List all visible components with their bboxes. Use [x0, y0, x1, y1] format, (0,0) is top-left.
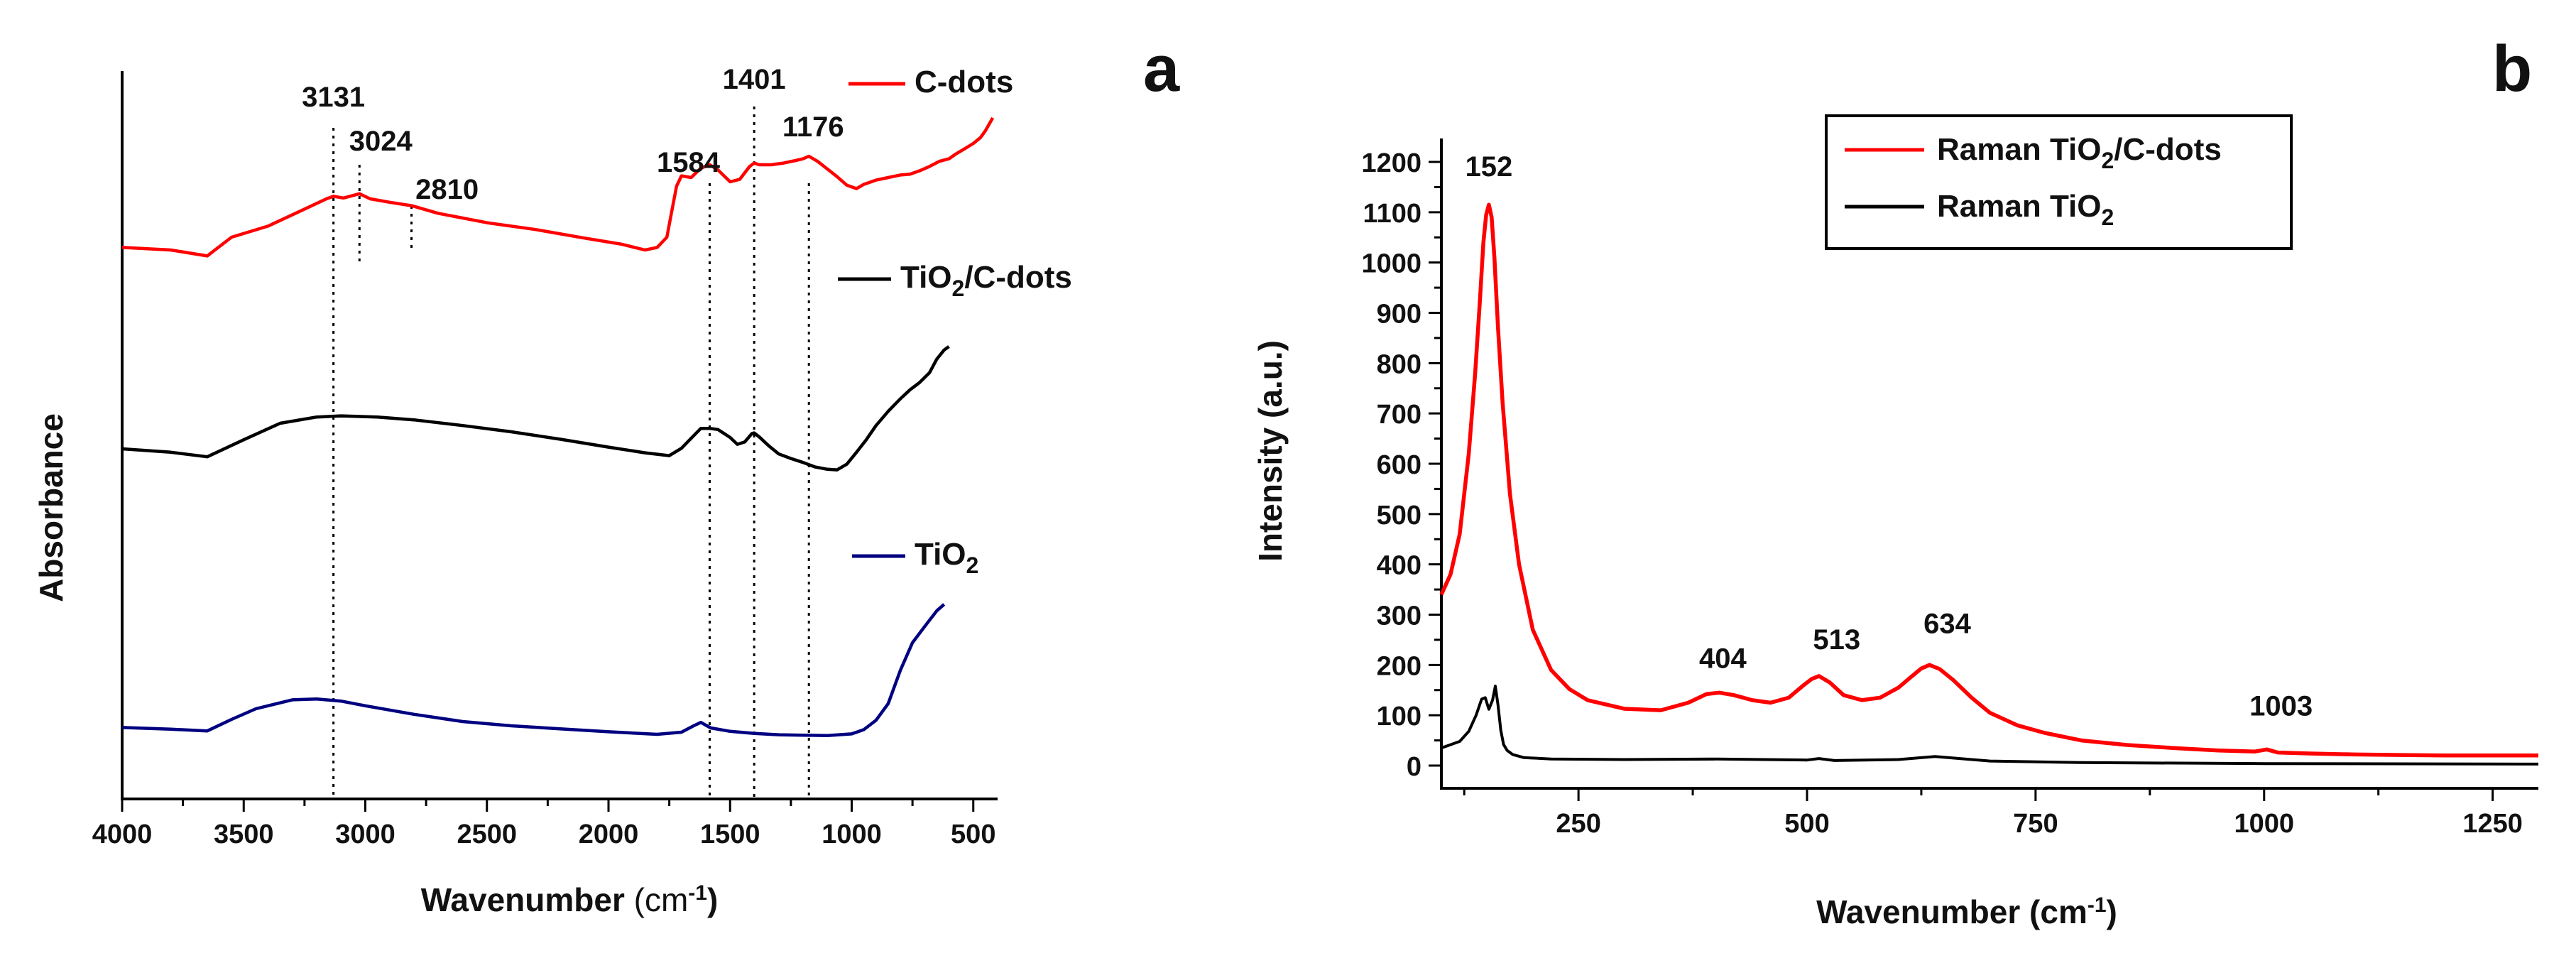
panel-b-x-tick-label: 500	[1784, 809, 1829, 839]
panel-b-x-tick-label: 1250	[2462, 809, 2523, 839]
panel-a-x-tick-label: 1500	[700, 820, 760, 849]
panel-b-y-tick-label: 800	[1377, 349, 1421, 379]
panel-a-legend-label: C-dots	[915, 65, 1013, 99]
panel-a-peak-label: 3024	[349, 126, 413, 157]
panel-a-legend-label: TiO2	[915, 537, 978, 578]
panel-a-x-tick-label: 3000	[335, 820, 395, 849]
panel-b-y-tick-label: 1100	[1363, 199, 1421, 229]
panel-b-y-tick-label: 700	[1377, 400, 1421, 430]
panel-b-y-tick-label: 400	[1377, 551, 1421, 581]
panel-a-x-tick-label: 2500	[457, 820, 517, 849]
panel-b-label: b	[2492, 33, 2532, 105]
panel-b-x-tick-label: 1000	[2234, 809, 2294, 839]
panel-b-peak-label: 1003	[2249, 690, 2313, 722]
panel-b-legend-label: Raman TiO2	[1937, 189, 2114, 230]
panel-b-y-tick-label: 100	[1377, 702, 1421, 731]
panel-a-peak-label: 1401	[723, 64, 786, 95]
panel-a-x-tick-label: 4000	[92, 820, 153, 849]
panel-b-y-tick-label: 600	[1377, 450, 1421, 480]
panel-b-y-tick-label: 300	[1377, 602, 1421, 631]
panel-b-peak-label: 513	[1813, 624, 1860, 655]
panel-a-legend-label: TiO2/C-dots	[900, 260, 1072, 301]
panel-b-series-line	[1439, 202, 2538, 758]
panel-b-y-axis-label: Intensity (a.u.)	[1252, 340, 1289, 562]
panel-b-y-tick-label: 900	[1377, 300, 1421, 330]
panel-a-series-line	[121, 116, 995, 258]
panel-b-series-line	[1441, 685, 2539, 766]
panel-b-peak-label: 634	[1923, 608, 1971, 639]
panel-a-x-axis-label: Wavenumber (cm-1)	[421, 881, 719, 918]
panel-a-series-line	[121, 603, 946, 738]
panel-b-x-tick-label: 250	[1556, 809, 1600, 839]
panel-b-y-tick-label: 500	[1377, 501, 1421, 531]
panel-a-x-tick-label: 3500	[214, 820, 274, 849]
panel-b-y-tick-label: 0	[1407, 752, 1421, 782]
panel-b-y-tick-label: 1000	[1361, 249, 1421, 279]
panel-a-x-tick-label: 1000	[822, 820, 882, 849]
panel-b-x-tick-label: 750	[2013, 809, 2058, 839]
panel-a-series-line	[121, 345, 950, 472]
panel-b-x-axis-label: Wavenumber (cm-1)	[1816, 893, 2117, 930]
panel-a-peak-label: 3131	[302, 82, 365, 113]
panel-b-raman-chart: 0 100 200 300 400 500 600 700 800 900 1000 1100 1200…	[1252, 33, 2539, 930]
panel-a-y-axis-label: Absorbance	[33, 413, 70, 602]
panel-a-peak-label: 2810	[415, 174, 479, 205]
panel-b-legend-label: Raman TiO2/C-dots	[1937, 132, 2222, 173]
panel-b-y-tick-label: 200	[1377, 651, 1421, 681]
panel-b-y-tick-label: 1200	[1361, 148, 1421, 178]
panel-a-x-tick-label: 2000	[579, 820, 639, 849]
panel-b-peak-label: 404	[1699, 643, 1747, 674]
panel-a-x-tick-label: 500	[951, 820, 995, 849]
panel-b-peak-label: 152	[1466, 151, 1513, 183]
panel-a-peak-label: 1176	[782, 111, 844, 143]
panel-b-legend-box	[1825, 114, 2293, 250]
panel-a-ftir-chart: 4000 3500 3000 2500 2000 1500 1000 500 3131 3024…	[33, 33, 1180, 918]
panel-a-peak-label: 1584	[657, 147, 721, 178]
panel-a-label: a	[1143, 33, 1180, 105]
